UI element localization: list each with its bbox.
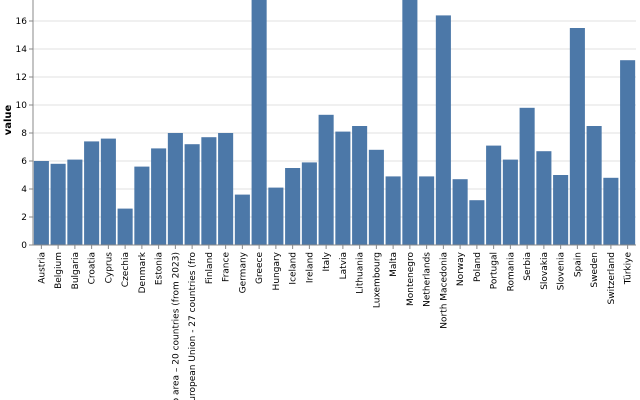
bar xyxy=(519,107,535,245)
y-tick-label: 12 xyxy=(16,73,27,83)
bar xyxy=(419,176,435,245)
x-tick-label: Poland xyxy=(473,252,483,282)
bar xyxy=(33,161,49,245)
bar xyxy=(352,126,368,245)
x-tick-label: Czechia xyxy=(121,252,131,287)
y-tick-label: 14 xyxy=(16,45,28,55)
x-tick-label: Euro area – 20 countries (from 2023) xyxy=(171,252,181,400)
x-tick-label: Denmark xyxy=(138,251,148,293)
x-tick-label: Hungary xyxy=(272,251,282,290)
x-tick-label: Italy xyxy=(322,251,332,271)
bar xyxy=(268,187,284,245)
bar xyxy=(620,60,636,245)
x-tick-label: Lithuania xyxy=(356,252,366,294)
x-tick-label: Estonia xyxy=(155,252,165,285)
x-tick-label: European Union - 27 countries (fro xyxy=(188,252,198,400)
bar xyxy=(368,149,384,245)
plot-area xyxy=(33,0,636,245)
y-tick-label: 8 xyxy=(21,129,27,139)
bar xyxy=(569,28,585,245)
x-tick-label: Norway xyxy=(456,251,466,286)
bar xyxy=(486,145,502,245)
x-tick-label: Malta xyxy=(389,252,399,277)
y-tick-label: 16 xyxy=(16,17,28,27)
y-tick-label: 10 xyxy=(16,101,28,111)
bar xyxy=(402,0,418,245)
x-tick-label: Belgium xyxy=(54,252,64,289)
x-tick-label: Germany xyxy=(238,251,248,293)
x-tick-label: Romania xyxy=(506,252,516,291)
y-tick-label: 4 xyxy=(21,185,27,195)
y-tick-label: 0 xyxy=(21,241,27,251)
bar xyxy=(84,141,100,245)
bar xyxy=(385,176,401,245)
x-tick-label: Montenegro xyxy=(406,252,416,306)
bar xyxy=(251,0,267,245)
x-tick-label: Bulgaria xyxy=(71,252,81,289)
bar xyxy=(536,151,552,245)
bar xyxy=(553,175,569,245)
bar xyxy=(201,137,217,245)
x-tick-label: Finland xyxy=(205,252,215,284)
y-axis-title: value xyxy=(3,104,14,135)
bar xyxy=(117,208,133,245)
x-tick-label: Croatia xyxy=(88,252,98,284)
x-tick-label: Netherlands xyxy=(423,252,433,307)
x-tick-label: North Macedonia xyxy=(439,252,449,329)
bar xyxy=(586,126,602,245)
x-tick-label: Latvia xyxy=(339,252,349,279)
bar xyxy=(469,200,485,245)
x-tick-label: Serbia xyxy=(523,252,533,281)
bar xyxy=(100,138,116,245)
bar xyxy=(603,177,619,245)
x-tick-label: France xyxy=(222,252,232,282)
x-tick-label: Iceland xyxy=(289,252,299,285)
x-tick-label: Sweden xyxy=(590,252,600,288)
bar xyxy=(335,131,351,245)
bar xyxy=(50,163,66,245)
bar xyxy=(435,15,451,245)
bar xyxy=(234,194,250,245)
x-tick-label: Switzerland xyxy=(607,252,617,305)
bar xyxy=(285,168,301,245)
bar xyxy=(151,148,167,245)
bar xyxy=(502,159,518,245)
x-tick-label: Türkiye xyxy=(624,252,634,286)
x-tick-label: Portugal xyxy=(490,252,500,289)
bar xyxy=(67,159,83,245)
x-tick-label: Ireland xyxy=(305,252,315,283)
x-tick-label: Slovenia xyxy=(557,252,567,290)
bar xyxy=(184,144,200,245)
x-tick-label: Luxembourg xyxy=(372,252,382,308)
bar xyxy=(218,133,234,245)
bar xyxy=(167,133,183,245)
x-tick-label: Spain xyxy=(573,252,583,277)
y-tick-label: 2 xyxy=(21,213,27,223)
x-tick-label: Cyprus xyxy=(104,252,114,284)
x-tick-label: Greece xyxy=(255,252,265,284)
bar xyxy=(134,166,150,245)
y-tick-label: 6 xyxy=(21,157,27,167)
x-tick-label: Austria xyxy=(37,252,47,284)
bar xyxy=(318,114,334,245)
bar xyxy=(452,179,468,245)
x-tick-label: Slovakia xyxy=(540,252,550,290)
bar xyxy=(301,162,317,245)
